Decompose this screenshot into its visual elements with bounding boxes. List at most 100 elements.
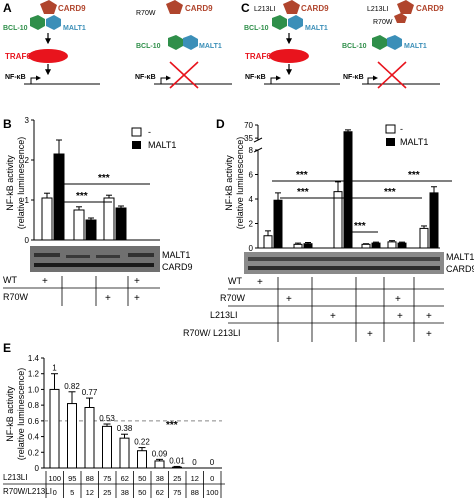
y-tick-label: 1.2 [28, 370, 40, 379]
significance-stars: *** [296, 170, 308, 181]
y-axis-label: (relative luminescence) [16, 368, 26, 461]
plus-mark: + [330, 311, 336, 322]
table-cell: 88 [191, 488, 199, 497]
row-label-r70w: R70W [3, 292, 29, 302]
data-label: 0 [192, 458, 197, 467]
significance-stars: *** [384, 187, 396, 198]
legend-label: - [400, 124, 403, 134]
panel-e: E NF-kB activity (relative luminescence)… [3, 341, 225, 498]
malt1-shape [183, 35, 198, 50]
bcl10-label: BCL-10 [342, 43, 367, 50]
promoter-arrow [270, 75, 281, 84]
bar [429, 192, 439, 249]
legend-label: - [148, 127, 151, 137]
plus-mark: + [397, 311, 403, 322]
cross-mark [169, 61, 199, 89]
plus-mark: + [426, 329, 432, 340]
row-label-wt: WT [3, 275, 17, 285]
table-cell: 0 [210, 474, 214, 483]
table-cell: 100 [48, 474, 61, 483]
bar [41, 197, 53, 241]
axis-break [253, 137, 263, 143]
legend-label: MALT1 [148, 140, 176, 150]
plus-mark: + [395, 294, 401, 305]
data-label: 0.09 [152, 449, 168, 458]
bar [49, 388, 60, 469]
plus-mark: + [134, 276, 140, 287]
table-cell: 50 [138, 488, 146, 497]
bar [85, 219, 97, 241]
bar [263, 235, 273, 249]
promoter-arrow [30, 75, 41, 84]
bcl10-shape [272, 15, 287, 30]
table-cell: 25 [173, 474, 181, 483]
traf6-shape [28, 49, 68, 63]
bar [172, 466, 182, 469]
malt1-label: MALT1 [199, 43, 222, 50]
blot-band [34, 253, 60, 257]
legend-swatch-filled [132, 141, 141, 149]
table-cell: 75 [103, 474, 111, 483]
bar [419, 227, 429, 249]
bcl10-label: BCL-10 [136, 43, 161, 50]
blot-band [34, 263, 154, 267]
data-label: 0 [210, 458, 215, 467]
bar [67, 403, 77, 469]
plus-mark: + [286, 294, 292, 305]
significance-stars: *** [354, 221, 366, 232]
western-blot [244, 252, 444, 274]
bar [137, 450, 147, 469]
bar [84, 407, 95, 469]
plus-mark: + [426, 311, 432, 322]
blot-band [96, 255, 120, 258]
plus-mark: + [105, 293, 111, 304]
table-cell: 38 [121, 488, 129, 497]
bcl10-label: BCL-10 [244, 25, 269, 32]
y-tick-label: 0.8 [28, 401, 40, 410]
significance-stars: *** [297, 187, 309, 198]
y-tick-label: 70 [244, 121, 253, 130]
row-label-l213li: L213LI [3, 473, 27, 482]
card9-shape [40, 0, 57, 14]
significance-stars: *** [166, 420, 178, 431]
traf6-label: TRAF6 [245, 52, 271, 61]
table-cell: 75 [173, 488, 181, 497]
legend-label: MALT1 [400, 137, 428, 147]
y-tick-label: 1.0 [28, 385, 40, 394]
panel-a-letter: A [3, 1, 12, 15]
bcl10-label: BCL-10 [3, 25, 28, 32]
card9-label: CARD9 [301, 4, 329, 13]
y-tick-label: 8 [249, 146, 254, 155]
row-label-r70w: R70W [220, 293, 246, 303]
plus-mark: + [42, 276, 48, 287]
plus-mark: + [367, 329, 373, 340]
row-label-l213li: L213LI [210, 310, 238, 320]
promoter-arrow [367, 75, 378, 84]
data-label: 0.38 [117, 424, 133, 433]
y-axis-label: (relative luminescence) [16, 137, 26, 230]
bar-chart-b: 0 1 2 3 [25, 116, 160, 245]
nfkb-label: NF-κB [343, 74, 364, 81]
malt1-shape [387, 35, 402, 50]
nfkb-label: NF-κB [135, 74, 156, 81]
y-tick-label: 1 [25, 196, 30, 205]
data-label: 0.77 [82, 388, 98, 397]
panel-b-letter: B [3, 117, 12, 131]
nfkb-label: NF-κB [5, 74, 26, 81]
mutation-label: L213LI [367, 6, 388, 13]
data-label: 0.53 [99, 414, 115, 423]
card9-shape [397, 0, 414, 14]
plus-mark: + [134, 293, 140, 304]
data-label: 0.22 [134, 438, 150, 447]
card9-shape [394, 13, 407, 23]
panel-d-letter: D [216, 117, 225, 131]
nfkb-label: NF-κB [245, 74, 266, 81]
bar [73, 209, 85, 241]
card9-label: CARD9 [58, 4, 86, 13]
legend-swatch-empty [385, 124, 396, 134]
y-tick-label: 0 [25, 236, 30, 245]
malt1-label: MALT1 [305, 25, 328, 32]
y-tick-label: 0 [35, 464, 40, 473]
bar-chart-d: 0 2 4 6 8 35 70 [244, 121, 440, 253]
